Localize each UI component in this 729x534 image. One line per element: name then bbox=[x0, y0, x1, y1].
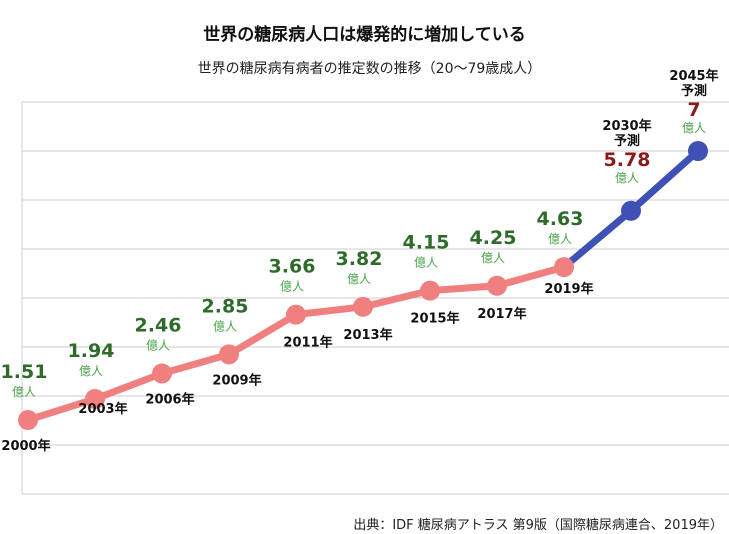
data-point bbox=[286, 304, 306, 325]
chart-subtitle: 世界の糖尿病有病者の推定数の推移（20〜79歳成人） bbox=[197, 61, 542, 77]
year-label: 2009年 bbox=[212, 372, 261, 388]
data-point bbox=[487, 275, 507, 296]
unit-label: 億人 bbox=[414, 256, 438, 270]
year-label: 2019年 bbox=[544, 281, 593, 297]
series-segment bbox=[24, 395, 99, 424]
data-point bbox=[621, 200, 641, 221]
source-note: 出典：IDF 糖尿病アトラス 第9版（国際糖尿病連合、2019年） bbox=[353, 518, 723, 533]
unit-label: 億人 bbox=[280, 280, 304, 294]
unit-label: 億人 bbox=[79, 364, 103, 378]
data-point bbox=[554, 257, 574, 278]
unit-label: 億人 bbox=[481, 251, 505, 265]
series-segment bbox=[493, 263, 568, 290]
year-label: 2045年 bbox=[669, 68, 718, 84]
chart-title: 世界の糖尿病人口は爆発的に増加している bbox=[203, 25, 526, 45]
year-label: 2000年 bbox=[1, 438, 50, 454]
data-point bbox=[420, 280, 440, 301]
unit-label: 億人 bbox=[682, 121, 706, 135]
year-label: 2017年 bbox=[477, 306, 526, 322]
data-point bbox=[219, 344, 239, 365]
year-label: 2013年 bbox=[343, 327, 392, 343]
value-label: 4.15 bbox=[403, 232, 450, 254]
series-segment bbox=[426, 282, 501, 295]
value-label: 2.46 bbox=[135, 314, 182, 336]
year-label: 2030年 bbox=[602, 118, 651, 134]
value-label: 1.51 bbox=[1, 361, 48, 383]
value-label: 3.66 bbox=[269, 256, 316, 278]
series-segment bbox=[225, 311, 300, 358]
value-label: 2.85 bbox=[202, 295, 249, 317]
forecast-label: 予測 bbox=[681, 83, 707, 99]
year-label: 2006年 bbox=[145, 391, 194, 407]
series-segment bbox=[292, 303, 367, 319]
unit-label: 億人 bbox=[615, 171, 639, 185]
series-segment bbox=[158, 350, 233, 377]
year-label: 2011年 bbox=[283, 335, 332, 351]
data-point bbox=[18, 410, 38, 431]
value-label: 1.94 bbox=[68, 340, 115, 362]
unit-label: 億人 bbox=[548, 232, 572, 246]
series-segment bbox=[91, 369, 166, 403]
value-label: 4.63 bbox=[537, 208, 584, 230]
data-point bbox=[688, 141, 708, 161]
data-point bbox=[353, 296, 373, 317]
series-segment bbox=[560, 207, 635, 271]
year-label: 2015年 bbox=[410, 311, 459, 327]
series-segment bbox=[359, 287, 434, 311]
unit-label: 億人 bbox=[146, 338, 170, 352]
data-point bbox=[85, 388, 105, 409]
unit-label: 億人 bbox=[347, 272, 371, 286]
value-label: 5.78 bbox=[604, 149, 651, 171]
series-segment bbox=[627, 147, 702, 215]
value-label: 3.82 bbox=[336, 248, 383, 270]
year-label: 2003年 bbox=[78, 401, 127, 417]
forecast-label: 予測 bbox=[614, 133, 640, 149]
unit-label: 億人 bbox=[213, 319, 237, 333]
value-label: 7 bbox=[687, 99, 700, 121]
value-label: 4.25 bbox=[470, 227, 517, 249]
data-point bbox=[152, 363, 172, 384]
unit-label: 億人 bbox=[12, 385, 36, 399]
